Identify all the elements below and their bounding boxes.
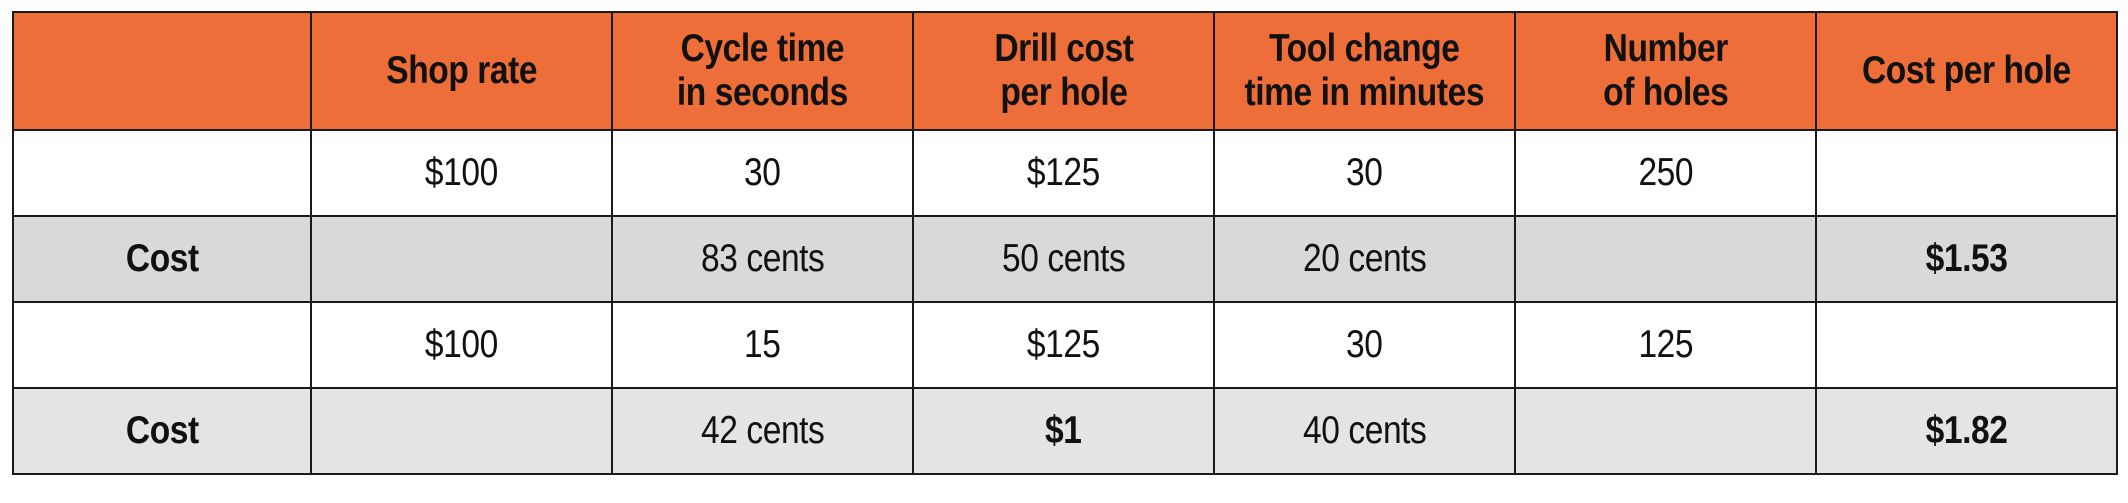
- cost-per-hole-cell: $1.82: [1815, 387, 2118, 475]
- header-cell-number-of-holes: Number of holes: [1514, 11, 1817, 131]
- header-cell-cycle-time: Cycle time in seconds: [611, 11, 914, 131]
- row-label-cell: Cost: [12, 215, 312, 303]
- header-tool-change-label: Tool change time in minutes: [1244, 27, 1485, 114]
- table-cell: 20 cents: [1213, 215, 1516, 303]
- table-cell: 15: [611, 301, 914, 389]
- cell-text: 125: [1638, 323, 1693, 366]
- cell-text: 40 cents: [1302, 409, 1427, 452]
- cell-text: 30: [744, 151, 781, 194]
- header-cost-per-hole-label: Cost per hole: [1862, 49, 2071, 92]
- table-cell: [1514, 215, 1817, 303]
- cost-comparison-table-container: Shop rate Cycle time in seconds Drill co…: [12, 11, 2118, 475]
- header-cell-shop-rate: Shop rate: [310, 11, 613, 131]
- header-shop-rate-label: Shop rate: [386, 49, 537, 92]
- table-cell: [12, 301, 312, 389]
- table-cell: 125: [1514, 301, 1817, 389]
- cost-comparison-table: Shop rate Cycle time in seconds Drill co…: [12, 11, 2118, 475]
- table-cell: $125: [912, 129, 1215, 217]
- cell-text: $100: [425, 323, 498, 366]
- table-row-inputs-1: $100 30 $125 30 250: [12, 129, 2118, 217]
- cost-per-hole-value: $1.53: [1925, 237, 2008, 280]
- table-cell: [1815, 301, 2118, 389]
- table-row-inputs-2: $100 15 $125 30 125: [12, 301, 2118, 389]
- cell-text: 50 cents: [1001, 237, 1126, 280]
- header-number-of-holes-label: Number of holes: [1602, 27, 1729, 114]
- table-cell: 250: [1514, 129, 1817, 217]
- cell-text: 42 cents: [700, 409, 825, 452]
- table-row-cost-2: Cost 42 cents $1 40 cents $1.82: [12, 387, 2118, 475]
- cell-text: 250: [1638, 151, 1693, 194]
- cell-text: $100: [425, 151, 498, 194]
- cell-text: 83 cents: [700, 237, 825, 280]
- cell-text: 30: [1346, 323, 1383, 366]
- table-cell: 30: [1213, 301, 1516, 389]
- cell-text: 20 cents: [1302, 237, 1427, 280]
- table-cell: $125: [912, 301, 1215, 389]
- cost-per-hole-cell: $1.53: [1815, 215, 2118, 303]
- table-cell: 30: [1213, 129, 1516, 217]
- row-label-cell: Cost: [12, 387, 312, 475]
- header-cell-blank: [12, 11, 312, 131]
- row-label: Cost: [125, 237, 199, 280]
- header-cycle-time-label: Cycle time in seconds: [677, 27, 848, 114]
- table-cell: $100: [310, 129, 613, 217]
- cell-text: 30: [1346, 151, 1383, 194]
- header-row: Shop rate Cycle time in seconds Drill co…: [12, 11, 2118, 131]
- table-cell: 30: [611, 129, 914, 217]
- table-cell: 42 cents: [611, 387, 914, 475]
- table-cell: 50 cents: [912, 215, 1215, 303]
- table-cell: 40 cents: [1213, 387, 1516, 475]
- table-cell: [1514, 387, 1817, 475]
- header-cell-drill-cost: Drill cost per hole: [912, 11, 1215, 131]
- table-row-cost-1: Cost 83 cents 50 cents 20 cents $1.53: [12, 215, 2118, 303]
- table-cell: $1: [912, 387, 1215, 475]
- cell-text: $125: [1027, 323, 1100, 366]
- cell-text: 15: [744, 323, 781, 366]
- cell-text: $125: [1027, 151, 1100, 194]
- table-cell: [310, 387, 613, 475]
- header-drill-cost-label: Drill cost per hole: [993, 27, 1134, 114]
- header-cell-cost-per-hole: Cost per hole: [1815, 11, 2118, 131]
- table-cell: [310, 215, 613, 303]
- table-cell: 83 cents: [611, 215, 914, 303]
- row-label: Cost: [125, 409, 199, 452]
- header-cell-tool-change: Tool change time in minutes: [1213, 11, 1516, 131]
- table-cell: [12, 129, 312, 217]
- table-cell: [1815, 129, 2118, 217]
- cost-per-hole-value: $1.82: [1925, 409, 2008, 452]
- table-cell: $100: [310, 301, 613, 389]
- cell-text: $1: [1045, 409, 1082, 452]
